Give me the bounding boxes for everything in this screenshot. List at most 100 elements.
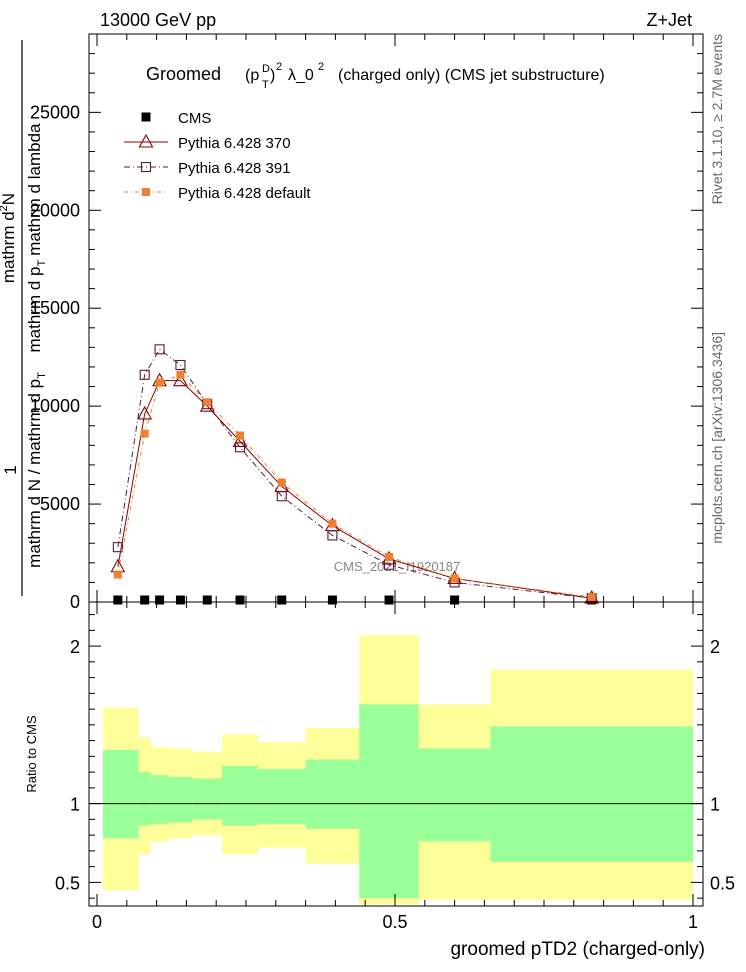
ratio-inner-band <box>168 776 193 823</box>
main-ytick-label: 0 <box>70 592 80 612</box>
ratio-ytick-label-left: 2 <box>70 637 80 657</box>
series-point <box>234 442 246 453</box>
main-ytick-label: 20000 <box>30 200 80 220</box>
series-point <box>203 398 212 407</box>
series-point <box>154 344 165 355</box>
ratio-ylabel: Ratio to CMS <box>24 715 39 793</box>
main-ytick-label: 15000 <box>30 298 80 318</box>
legend-entry: Pythia 6.428 370 <box>124 133 291 152</box>
series-0 <box>113 595 597 605</box>
series-point <box>384 595 394 605</box>
ratio-inner-band <box>150 775 169 825</box>
series-point <box>450 595 460 605</box>
series-point <box>140 429 149 438</box>
series-line <box>117 374 592 598</box>
main-ticks <box>89 33 703 603</box>
energy-label: 13000 GeV pp <box>100 10 216 30</box>
title-sup-2a: 2 <box>276 61 282 73</box>
series-point <box>155 595 165 605</box>
series-point <box>175 595 185 605</box>
mcplots-label: mcplots.cern.ch [arXiv:1306.3436] <box>709 332 725 544</box>
ratio-xtick-label: 1 <box>688 912 698 932</box>
legend-entry: Pythia 6.428 default <box>124 185 311 202</box>
series-point <box>450 574 459 583</box>
series-point <box>235 595 245 605</box>
main-ylabel: mathrm d2N mathrm d pTmathrm d lambda 1 … <box>0 40 48 596</box>
ratio-inner-band <box>222 765 258 826</box>
ratio-ytick-label-right: 2 <box>710 637 720 657</box>
ylabel-lower: mathrm d N / mathrm d pT <box>25 372 48 568</box>
legend-marker <box>142 188 150 196</box>
ratio-ytick-label-left: 0.5 <box>55 873 80 893</box>
series-point <box>232 433 248 447</box>
ratio-inner-band <box>490 726 693 862</box>
ratio-inner-band <box>102 750 139 839</box>
ratio-inner-band <box>359 704 419 899</box>
series-point <box>202 595 212 605</box>
ratio-inner-band <box>257 768 306 825</box>
main-ytick-label: 25000 <box>30 102 80 122</box>
ratio-xtick-label: 0 <box>92 912 102 932</box>
ratio-ytick-label-right: 1 <box>710 795 720 815</box>
series-point <box>385 552 394 561</box>
main-ytick-label: 5000 <box>40 494 80 514</box>
series-point <box>113 595 123 605</box>
title-tail: (charged only) (CMS jet substructure) <box>338 67 605 84</box>
series-point <box>113 570 122 579</box>
series-point <box>137 405 153 420</box>
title-lead: Groomed <box>146 64 221 84</box>
series-line <box>117 348 592 599</box>
title-sup-d: D <box>262 63 270 75</box>
ylabel-prefactor: 1 <box>1 465 20 474</box>
series-point <box>327 595 337 605</box>
x-axis-label: groomed pTD2 (charged-only) <box>450 939 705 960</box>
ratio-inner-band <box>418 748 491 842</box>
ratio-inner-band <box>305 759 360 829</box>
legend: CMS Pythia 6.428 370 Pythia 6.428 391 Pythi… <box>124 110 311 202</box>
ylabel-denominator: mathrm d pTmathrm d lambda <box>25 123 48 353</box>
series-line <box>117 380 592 599</box>
ratio-plot-frame <box>88 601 704 907</box>
title-sup-2b: 2 <box>318 61 324 73</box>
ylabel-numerator: mathrm d2N <box>0 193 18 283</box>
ratio-tick-labels: 0.5 0.5 1 1 2 2 <box>55 637 735 893</box>
legend-label: CMS <box>178 110 211 127</box>
ratio-ytick-label-left: 1 <box>70 795 80 815</box>
series-point <box>236 431 245 440</box>
title-sub-t: T <box>262 79 269 91</box>
series-point <box>112 542 123 553</box>
series-layer <box>110 344 600 605</box>
series-point <box>139 369 150 380</box>
ratio-ytick-label-right: 0.5 <box>710 873 735 893</box>
series-point <box>175 359 186 371</box>
series-point <box>328 519 337 528</box>
legend-entry: Pythia 6.428 391 <box>124 160 291 177</box>
series-point <box>140 595 150 605</box>
series-point <box>176 370 185 379</box>
legend-marker <box>138 133 154 148</box>
ratio-ticks <box>89 602 703 906</box>
series-point <box>173 372 188 387</box>
main-title: Groomed (p T D ) 2 λ_0 2 (charged only) … <box>146 61 605 91</box>
legend-label: Pythia 6.428 370 <box>178 135 291 152</box>
series-point <box>276 491 287 502</box>
title-lambda: λ_0 <box>288 67 314 84</box>
title-p: (p <box>245 67 259 84</box>
ratio-inner-band <box>192 778 223 820</box>
legend-marker <box>140 161 152 173</box>
title-close: ) <box>270 67 275 84</box>
ratio-bands <box>102 635 693 905</box>
main-ytick-label: 10000 <box>30 396 80 416</box>
legend-label: Pythia 6.428 391 <box>178 160 291 177</box>
series-point <box>155 378 164 387</box>
legend-label: Pythia 6.428 default <box>178 185 311 202</box>
ratio-xtick-labels: 0 0.5 1 <box>92 912 698 932</box>
series-point <box>587 593 596 602</box>
legend-entry: CMS <box>141 110 211 127</box>
main-ytick-labels: 0 5000 10000 15000 20000 25000 <box>30 102 80 612</box>
process-label: Z+Jet <box>646 10 692 30</box>
rivet-label: Rivet 3.1.10, ≥ 2.7M events <box>709 34 725 204</box>
series-point <box>277 595 287 605</box>
ratio-xtick-label: 0.5 <box>382 912 407 932</box>
